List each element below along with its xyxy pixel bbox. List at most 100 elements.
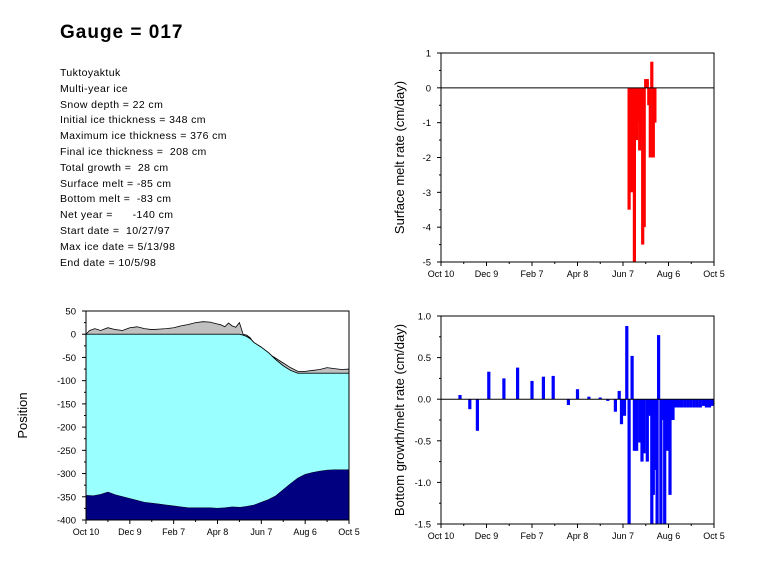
info-line: Initial ice thickness = 348 cm bbox=[60, 114, 206, 127]
bar bbox=[638, 399, 642, 443]
bar bbox=[627, 87, 631, 210]
info-line: Max ice date = 5/13/98 bbox=[60, 240, 176, 253]
bar bbox=[677, 399, 681, 408]
info-line: Final ice thickness = 208 cm bbox=[60, 145, 207, 158]
bar bbox=[650, 61, 654, 88]
info-line: Net year = -140 cm bbox=[60, 209, 174, 222]
y-tick-label: -350 bbox=[57, 492, 76, 503]
bar bbox=[566, 399, 570, 405]
x-tick-label: Apr 8 bbox=[207, 527, 229, 537]
x-tick-label: Apr 8 bbox=[567, 531, 589, 541]
bar bbox=[710, 399, 715, 406]
info-line: Maximum ice thickness = 376 cm bbox=[60, 130, 227, 143]
bar bbox=[648, 87, 652, 158]
y-tick-label: 0.5 bbox=[418, 353, 431, 364]
info-line: Surface melt = -85 cm bbox=[60, 177, 172, 190]
bar bbox=[458, 395, 462, 400]
y-tick-label: -4 bbox=[423, 223, 431, 234]
bar bbox=[606, 399, 610, 401]
y-axis-label: Surface melt rate (cm/day) bbox=[392, 81, 407, 234]
bar bbox=[645, 79, 649, 88]
y-axis-label: Bottom growth/melt rate (cm/day) bbox=[392, 324, 407, 516]
bottom-rate-chart bbox=[437, 315, 715, 528]
position-chart bbox=[82, 310, 350, 524]
info-line: Multi-year ice bbox=[60, 82, 129, 95]
bar bbox=[617, 390, 621, 400]
x-tick-label: Oct 10 bbox=[428, 269, 455, 279]
bar bbox=[689, 399, 693, 408]
bar bbox=[704, 399, 708, 408]
y-tick-label: -1.5 bbox=[415, 520, 431, 531]
bar bbox=[502, 378, 506, 400]
bar bbox=[668, 399, 672, 495]
info-line: Snow depth = 22 cm bbox=[60, 98, 164, 111]
bar bbox=[695, 399, 699, 408]
info-line: End date = 10/5/98 bbox=[60, 256, 157, 269]
x-tick-label: Dec 9 bbox=[118, 527, 142, 537]
x-tick-label: Oct 5 bbox=[338, 527, 360, 537]
x-tick-label: Feb 7 bbox=[520, 531, 543, 541]
bar bbox=[674, 399, 678, 408]
bar bbox=[530, 380, 534, 400]
bar bbox=[651, 87, 655, 158]
y-axis-label: Position bbox=[15, 392, 30, 438]
y-tick-label: -1.0 bbox=[415, 478, 431, 489]
x-tick-label: Jun 7 bbox=[612, 531, 634, 541]
info-line: Bottom melt = -83 cm bbox=[60, 193, 172, 206]
y-tick-label: -2 bbox=[423, 153, 431, 164]
bar bbox=[657, 335, 661, 400]
bar bbox=[665, 399, 669, 451]
bar bbox=[487, 371, 491, 400]
y-tick-label: -0.5 bbox=[415, 436, 431, 447]
y-tick-label: -150 bbox=[57, 399, 76, 410]
y-tick-label: -250 bbox=[57, 446, 76, 457]
bar bbox=[627, 399, 631, 524]
info-line: Tuktoyaktuk bbox=[60, 67, 121, 79]
y-tick-label: 0 bbox=[71, 330, 76, 341]
y-tick-label: -3 bbox=[423, 188, 431, 199]
x-tick-label: Oct 5 bbox=[703, 531, 725, 541]
bar bbox=[632, 399, 636, 451]
y-tick-label: 50 bbox=[65, 307, 76, 318]
x-tick-label: Aug 6 bbox=[657, 531, 681, 541]
bar bbox=[645, 399, 649, 462]
x-tick-label: Aug 6 bbox=[293, 527, 317, 537]
bar bbox=[630, 87, 634, 193]
bar bbox=[698, 399, 702, 408]
bar bbox=[651, 399, 655, 495]
info-line: Total growth = 28 cm bbox=[60, 161, 169, 174]
y-tick-label: -200 bbox=[57, 423, 76, 434]
bar bbox=[683, 399, 687, 408]
bar bbox=[516, 367, 520, 400]
y-tick-label: 1 bbox=[426, 49, 431, 60]
x-tick-label: Aug 6 bbox=[657, 269, 681, 279]
bar bbox=[632, 87, 636, 262]
x-tick-label: Apr 8 bbox=[567, 269, 589, 279]
bar bbox=[647, 399, 652, 416]
bar bbox=[663, 399, 667, 524]
x-tick-label: Oct 10 bbox=[428, 531, 455, 541]
x-tick-label: Feb 7 bbox=[520, 269, 543, 279]
surface-melt-chart bbox=[437, 52, 715, 266]
info-panel: Tuktoyaktuk Multi-year ice Snow depth = 22… bbox=[60, 66, 227, 271]
y-tick-label: -5 bbox=[423, 258, 431, 269]
plot-frame bbox=[440, 52, 715, 263]
bar bbox=[671, 399, 675, 420]
bar bbox=[475, 399, 479, 431]
y-tick-label: -100 bbox=[57, 376, 76, 387]
bar bbox=[622, 399, 627, 416]
x-tick-label: Oct 10 bbox=[73, 527, 100, 537]
bar bbox=[575, 389, 580, 400]
bar bbox=[587, 396, 591, 400]
bar bbox=[659, 399, 663, 524]
bar bbox=[541, 376, 545, 400]
bar bbox=[644, 79, 648, 88]
water-area bbox=[86, 469, 349, 520]
chart-title: Gauge = 017 bbox=[60, 22, 184, 43]
x-tick-label: Jun 7 bbox=[612, 269, 634, 279]
bar bbox=[680, 399, 684, 408]
bar bbox=[660, 399, 664, 420]
y-tick-label: 0.0 bbox=[418, 395, 431, 406]
x-tick-label: Dec 9 bbox=[475, 269, 499, 279]
